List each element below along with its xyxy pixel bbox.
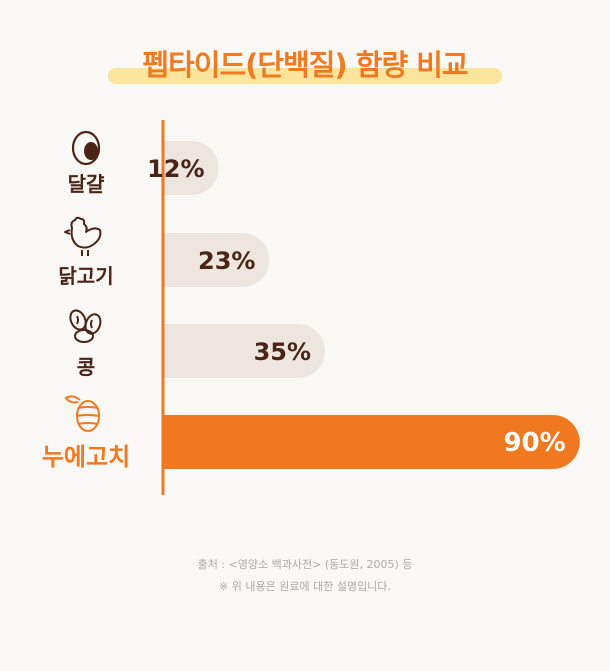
egg-icon xyxy=(71,130,101,166)
data-label-1: 12% xyxy=(147,155,204,183)
beans-icon xyxy=(69,309,102,343)
note-text: ※ 위 내용은 원료에 대한 설명입니다. xyxy=(219,580,391,593)
category-label-4: 누에고치 xyxy=(42,443,130,471)
bar-3 xyxy=(163,324,326,378)
chart-title: 펩타이드(단백질) 함량 비교 xyxy=(142,48,468,82)
data-label-4: 90% xyxy=(503,428,565,458)
bar-2 xyxy=(163,233,270,287)
bar-4 xyxy=(163,415,580,469)
data-label-2: 23% xyxy=(198,247,255,275)
title-container: 펩타이드(단백질) 함량 비교 xyxy=(0,38,610,88)
category-label-2: 닭고기 xyxy=(58,264,113,288)
source-text: 출처 : <영양소 백과사전> (동도원, 2005) 등 xyxy=(197,558,413,571)
cocoon-icon xyxy=(64,395,100,432)
category-label-1: 달걀 xyxy=(68,172,105,196)
bar-1 xyxy=(163,141,219,195)
chicken-icon xyxy=(64,216,102,256)
data-label-3: 35% xyxy=(254,338,311,366)
title-highlight xyxy=(108,68,502,84)
category-label-3: 콩 xyxy=(77,355,95,379)
